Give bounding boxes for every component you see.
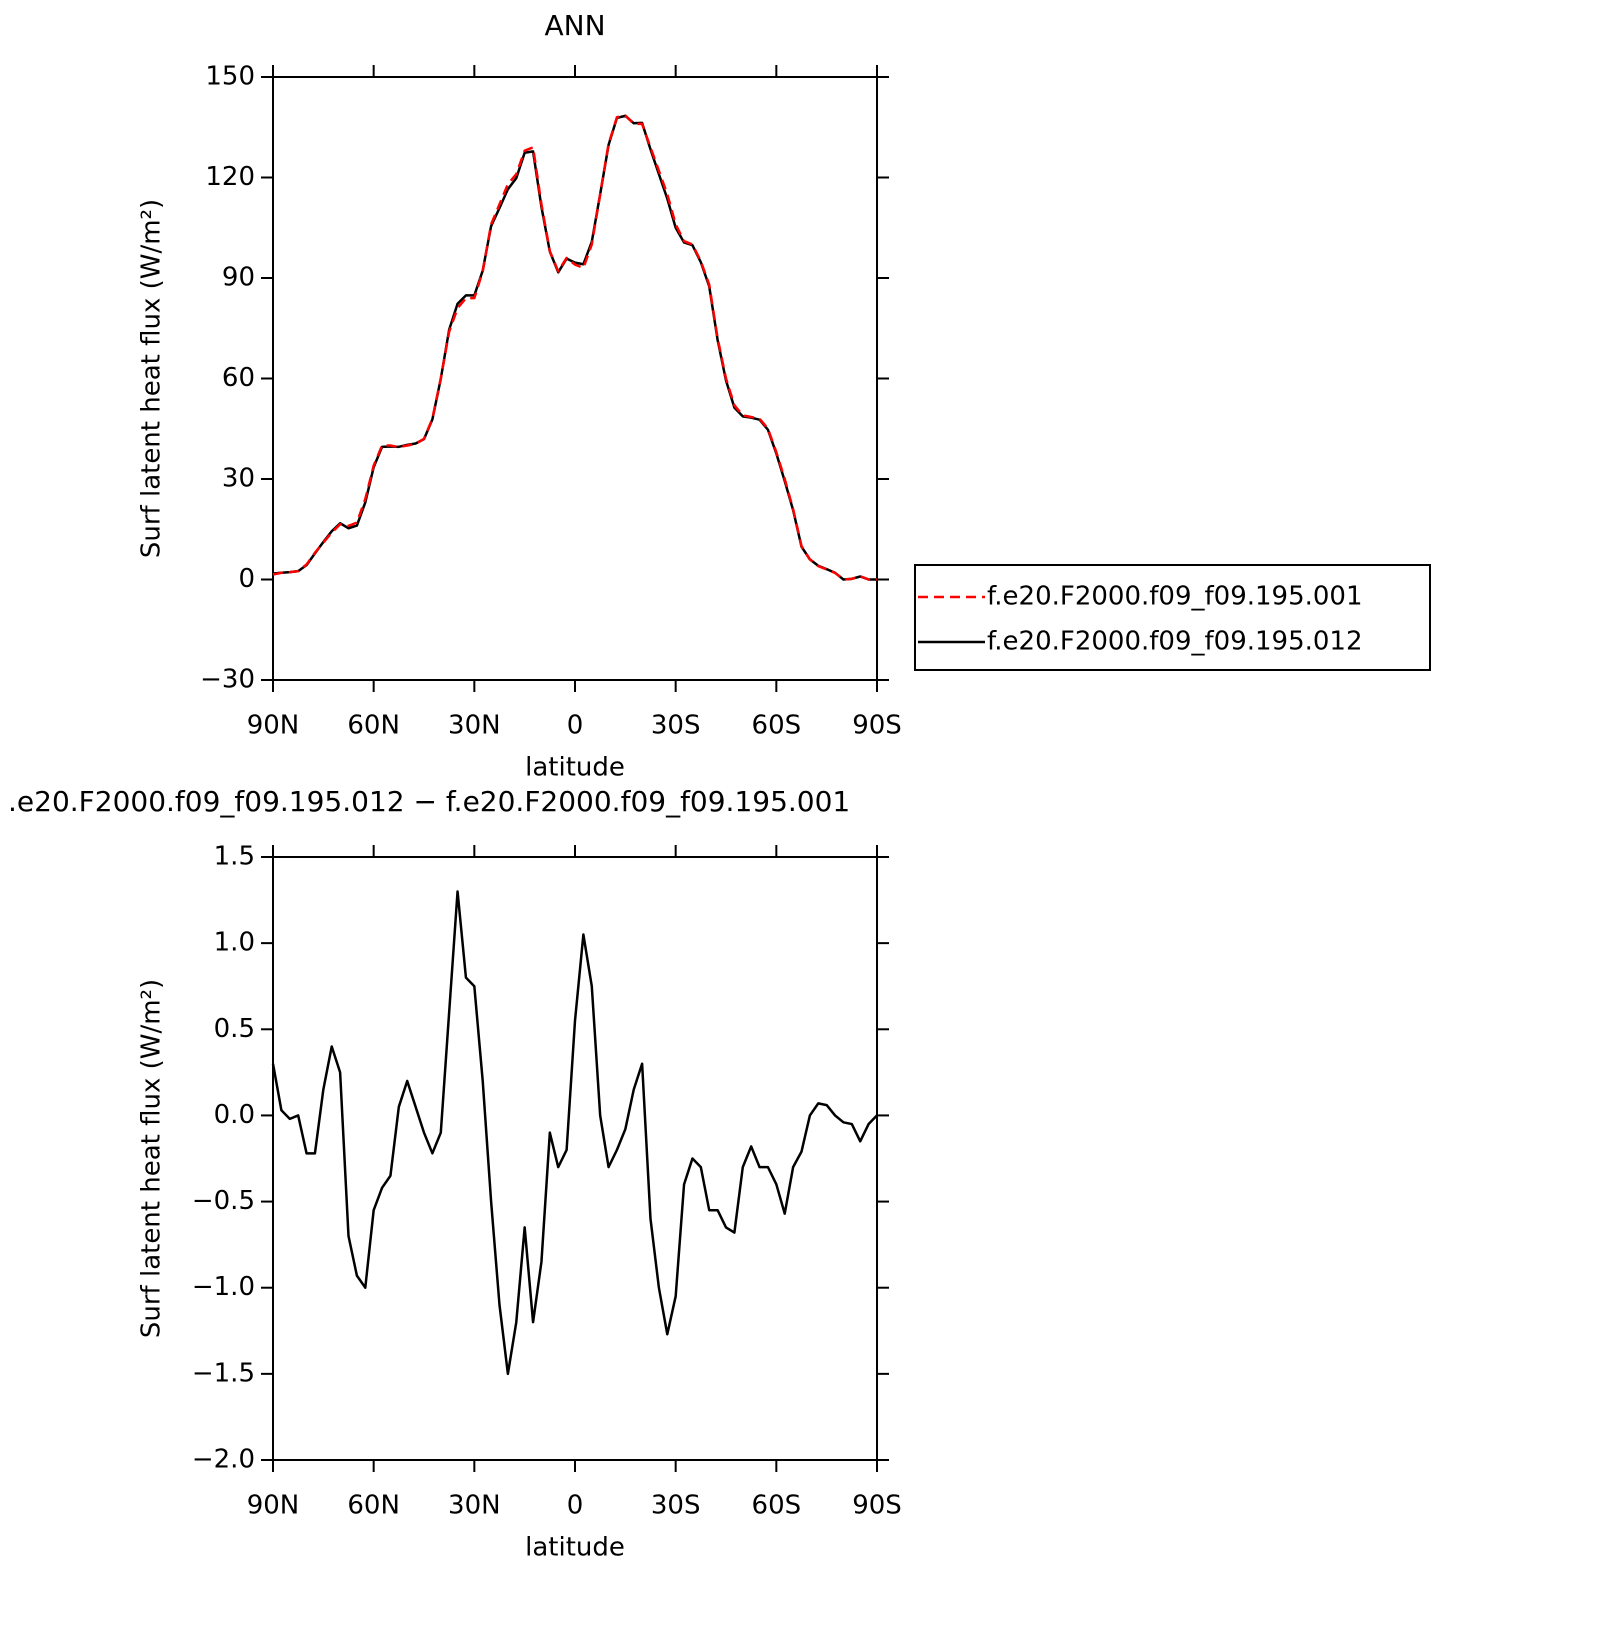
x-tick-label: 90N (247, 1491, 300, 1521)
series-line (272, 114, 877, 581)
y-tick-label: 120 (205, 162, 255, 192)
y-tick-label: −1.0 (192, 1272, 255, 1302)
x-tick-label: 30N (448, 711, 501, 741)
x-tick-label: 90S (852, 1491, 902, 1521)
y-tick-label: 30 (222, 464, 255, 494)
x-tick-label: 30S (651, 711, 701, 741)
y-axis-label: Surf latent heat flux (W/m²) (137, 979, 167, 1338)
y-tick-label: 0 (238, 564, 255, 594)
y-tick-label: 0.0 (214, 1100, 255, 1130)
x-tick-label: 60S (752, 1491, 802, 1521)
legend-label: f.e20.F2000.f09_f09.195.012 (987, 627, 1363, 657)
x-tick-label: 30N (448, 1491, 501, 1521)
series-line (272, 114, 877, 581)
chart-title: .e20.F2000.f09_f09.195.012 − f.e20.F2000… (8, 785, 850, 818)
x-tick-label: 0 (567, 1491, 584, 1521)
y-tick-label: 0.5 (214, 1014, 255, 1044)
legend-box (914, 564, 1431, 671)
y-tick-label: 1.5 (214, 842, 255, 872)
x-tick-label: 60N (347, 1491, 400, 1521)
x-tick-label: 90S (852, 711, 902, 741)
legend-label: f.e20.F2000.f09_f09.195.001 (987, 582, 1363, 612)
y-axis-label: Surf latent heat flux (W/m²) (137, 199, 167, 558)
x-axis-label: latitude (525, 753, 625, 783)
x-axis-label: latitude (525, 1533, 625, 1563)
y-tick-label: 90 (222, 263, 255, 293)
y-tick-label: −0.5 (192, 1186, 255, 1216)
x-tick-label: 90N (247, 711, 300, 741)
y-tick-label: 150 (205, 62, 255, 92)
y-tick-label: −2.0 (192, 1445, 255, 1475)
x-tick-label: 30S (651, 1491, 701, 1521)
plot-frame (272, 76, 878, 681)
y-tick-label: −1.5 (192, 1358, 255, 1388)
y-tick-label: −30 (200, 665, 255, 695)
x-tick-label: 60S (752, 711, 802, 741)
series-line (271, 890, 878, 1376)
y-tick-label: 60 (222, 363, 255, 393)
chart-title: ANN (544, 9, 605, 42)
y-tick-label: 1.0 (214, 928, 255, 958)
plot-frame (272, 856, 878, 1461)
x-tick-label: 0 (567, 711, 584, 741)
x-tick-label: 60N (347, 711, 400, 741)
